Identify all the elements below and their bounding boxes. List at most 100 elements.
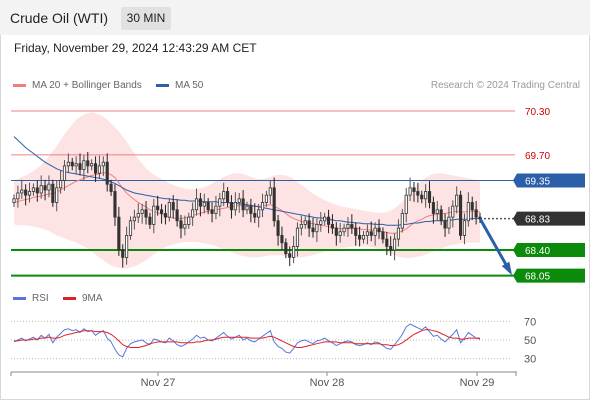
candle [237, 192, 241, 213]
candle-body [229, 202, 234, 211]
candle-body [105, 161, 109, 185]
candle [443, 213, 447, 237]
candle-body [389, 245, 393, 251]
price-label-support-5: 68.05 [525, 272, 550, 283]
candle-body [160, 209, 164, 214]
candle-body [288, 253, 292, 258]
ma20-swatch [13, 84, 26, 87]
candle [342, 223, 346, 237]
candle [396, 219, 401, 247]
price-label-bg-current-3 [513, 211, 585, 226]
rsi-tick-label: 50 [524, 335, 536, 347]
candle [470, 196, 474, 221]
candle-body [27, 191, 32, 196]
candle-body [90, 163, 94, 167]
candle [381, 227, 385, 244]
candle [276, 214, 280, 246]
candle [210, 202, 214, 223]
candle-body [206, 202, 210, 211]
candle-body [191, 209, 195, 218]
candle-body [272, 187, 276, 222]
candle [466, 192, 470, 227]
credit-text: Research © 2024 Trading Central [430, 80, 580, 91]
candle-body [35, 187, 39, 194]
candle [241, 190, 245, 218]
legend-ma50-label: MA 50 [175, 80, 204, 91]
candle [295, 222, 300, 257]
candle [16, 185, 20, 208]
candle-body [156, 205, 160, 211]
candle [292, 236, 296, 264]
candle-body [218, 198, 222, 207]
chart-header [0, 0, 590, 35]
candle-body [361, 235, 366, 240]
candle-body [385, 238, 389, 247]
candle [218, 192, 222, 217]
legend-rsi-ma-label: 9MA [82, 293, 103, 304]
candle [59, 170, 63, 194]
candle-body [470, 202, 474, 211]
candle-body [280, 235, 284, 244]
candle [43, 179, 47, 201]
candle [315, 218, 319, 243]
projection-arrow-head [501, 261, 512, 276]
candle-body [474, 209, 478, 218]
candle [330, 214, 334, 234]
rsi-series-line-1 [14, 329, 480, 348]
candle-body [416, 191, 420, 196]
candle-body [435, 209, 439, 214]
candle-body [439, 209, 443, 222]
candle-body [369, 231, 373, 236]
candle [175, 199, 179, 227]
candle-body [163, 213, 168, 218]
interval-selector[interactable]: 30 MIN [121, 7, 171, 30]
candle [191, 202, 195, 226]
candle [229, 195, 234, 219]
candle-body [412, 187, 416, 192]
candle [249, 198, 253, 223]
candle [163, 204, 168, 225]
candle [74, 156, 78, 175]
legend-rsi: RSI [13, 293, 49, 304]
candle-body [70, 161, 74, 167]
candle [245, 201, 249, 215]
timestamp: Friday, November 29, 2024 12:43:29 AM CE… [14, 41, 257, 55]
candle [35, 180, 39, 202]
candle-body [93, 163, 98, 174]
candle [160, 203, 164, 224]
candle-body [97, 165, 101, 174]
candle [268, 180, 272, 204]
candle-body [12, 198, 16, 203]
candle [117, 206, 121, 256]
candle [233, 192, 237, 216]
candle-body [253, 213, 257, 218]
price-label-support-4: 68.40 [525, 246, 550, 257]
candle [187, 212, 191, 229]
candle [128, 216, 133, 240]
candle-body [74, 163, 78, 167]
candle [257, 203, 261, 228]
candle-body [334, 227, 338, 236]
candle-body [222, 191, 226, 200]
candle [253, 203, 257, 223]
candle [311, 217, 315, 238]
candle [90, 159, 94, 171]
candle-body [43, 185, 47, 191]
candle [24, 184, 28, 206]
candle-body [175, 209, 179, 222]
candle-body [400, 213, 404, 229]
candle-body [284, 242, 288, 255]
candle [420, 190, 424, 204]
candle-body [132, 216, 136, 222]
candle-body [109, 183, 113, 192]
candle-body [144, 209, 148, 218]
candle-body [140, 209, 144, 214]
candle [105, 153, 109, 192]
candle-body [241, 198, 245, 211]
candle-body [86, 160, 90, 167]
candle-body [330, 224, 334, 229]
candle [260, 193, 265, 218]
candle-body [233, 202, 237, 211]
candle [140, 203, 144, 224]
